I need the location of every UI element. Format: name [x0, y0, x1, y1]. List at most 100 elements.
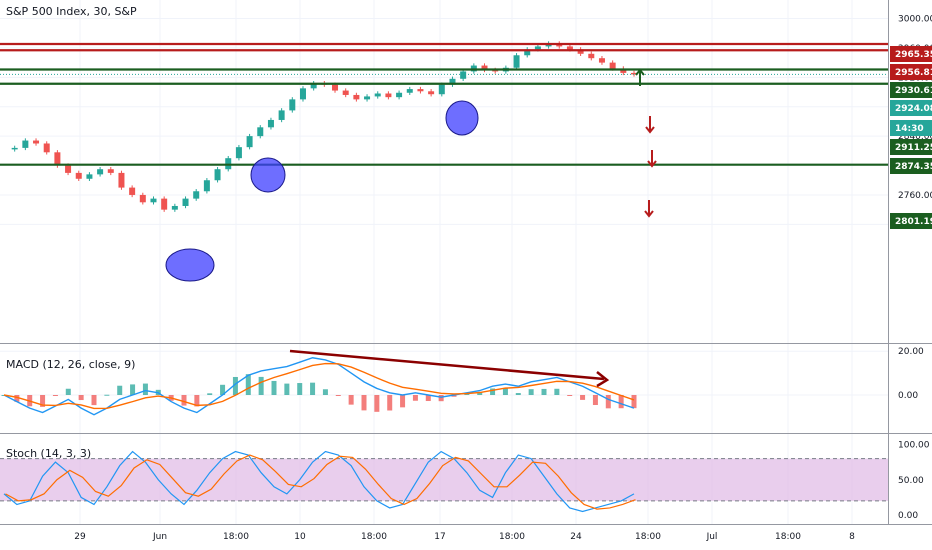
macd-line	[3, 357, 635, 416]
macd-histogram-bar	[515, 393, 521, 395]
stoch-title: Stoch (14, 3, 3)	[6, 447, 92, 460]
macd-histogram-bar	[618, 395, 624, 409]
macd-histogram-bar	[65, 388, 71, 395]
candle-body	[406, 89, 413, 93]
macd-histogram-bar	[258, 376, 264, 395]
price-tag-label: 2965.35	[895, 50, 932, 60]
macd-histogram-bar	[425, 395, 431, 402]
price-tick-label: 2840.00	[898, 132, 932, 142]
macd-histogram-bar	[104, 394, 110, 396]
stoch-tick-label: 0.00	[898, 511, 918, 521]
candle-body	[609, 62, 616, 69]
candle-body	[129, 187, 136, 195]
arrow-up-head	[635, 68, 645, 76]
macd-histogram-bar	[464, 393, 470, 395]
candle-body	[299, 88, 306, 100]
macd-histogram-bar	[271, 380, 277, 395]
candle-body	[171, 205, 178, 210]
levels[interactable]	[0, 42, 888, 166]
candle-body	[43, 143, 50, 153]
time-tick-label: 10	[294, 532, 306, 542]
candle-body	[182, 198, 189, 206]
macd-histogram-bar	[374, 395, 380, 412]
arrow-down-head	[645, 126, 655, 134]
macd-histogram-bar	[40, 395, 46, 407]
macd-histogram-bar	[142, 383, 148, 395]
candle-body	[65, 165, 72, 173]
candle-body	[428, 91, 435, 95]
macd-histogram-bar	[335, 395, 341, 396]
candle-body	[278, 110, 285, 120]
macd-histogram-bar	[400, 395, 406, 408]
macd-histogram-bar	[412, 395, 418, 401]
candle-body	[631, 72, 637, 75]
price-tag-label: 2911.25	[895, 143, 932, 153]
stoch-tick-label: 100.00	[898, 441, 930, 451]
price-tag-label: 2956.81	[895, 68, 932, 78]
macd-histogram-bar	[310, 382, 316, 395]
arrows[interactable]	[635, 68, 657, 218]
candle-body	[246, 136, 253, 148]
candle-body	[107, 169, 114, 173]
candle-body	[33, 140, 40, 144]
candle-body	[374, 93, 381, 97]
stoch-d-line	[5, 454, 636, 510]
time-tick-label: 8	[849, 532, 855, 542]
time-tick-label: Jul	[706, 532, 718, 542]
candle-body	[620, 68, 627, 73]
price-tags: 2965.35 2956.81 2930.61 2924.08 14:30 2911.25…	[890, 46, 932, 229]
candle-body	[449, 78, 456, 85]
macd-histogram-bar	[14, 395, 20, 402]
macd-histogram-bar	[284, 383, 290, 395]
candle-body	[492, 69, 499, 72]
main-title: S&P 500 Index, 30, S&P	[6, 5, 137, 18]
macd-histogram-bar	[387, 395, 393, 411]
time-tick-label: 18:00	[775, 532, 801, 542]
price-tag	[890, 64, 932, 80]
candle-body	[75, 172, 82, 179]
candle-body	[417, 89, 424, 92]
candle-body	[364, 96, 371, 100]
macd-histogram-bar	[220, 384, 226, 395]
macd-histogram-bar	[348, 395, 354, 405]
time-tick-label: 18:00	[223, 532, 249, 542]
candle-body	[257, 127, 264, 137]
macd-histogram-bar	[232, 376, 238, 395]
price-tag-label: 14:30	[895, 124, 924, 134]
macd-histogram-bar	[78, 395, 84, 401]
candle-body	[353, 94, 360, 100]
macd-histogram-bar	[130, 384, 136, 395]
candles	[11, 41, 637, 212]
macd-histogram-bar	[194, 395, 200, 407]
macd-histogram-bar	[567, 395, 573, 396]
price-tag-label: 2930.61	[895, 86, 932, 96]
price-tag-label: 2924.08	[895, 104, 932, 114]
candle-body	[97, 169, 104, 175]
annotation-ellipse	[445, 100, 479, 136]
candle-body	[267, 119, 274, 128]
candle-body	[139, 194, 146, 203]
candle-body	[481, 65, 488, 70]
price-tick-label: 2760.00	[898, 191, 932, 201]
candle-body	[385, 93, 392, 98]
arrow-down-head	[644, 210, 654, 218]
time-tick-label: 18:00	[635, 532, 661, 542]
macd-histogram-bar	[52, 395, 58, 396]
candle-body	[289, 99, 296, 111]
ellipses[interactable]	[165, 100, 479, 282]
price-tick-label: 3000.00	[898, 15, 932, 25]
price-tag	[890, 46, 932, 62]
candle-body	[460, 71, 467, 79]
macd-histogram-bar	[502, 388, 508, 395]
price-tag-label: 2801.19	[895, 217, 932, 227]
macd-histogram-bar	[451, 395, 457, 397]
candle-body	[566, 46, 573, 50]
candle-body	[438, 84, 445, 95]
macd-histogram-bar	[322, 389, 328, 395]
macd-tick-label: 0.00	[898, 391, 918, 401]
macd-pane	[1, 349, 637, 416]
candle-body	[588, 53, 595, 59]
candle-body	[161, 198, 168, 210]
candle-body	[214, 169, 221, 181]
